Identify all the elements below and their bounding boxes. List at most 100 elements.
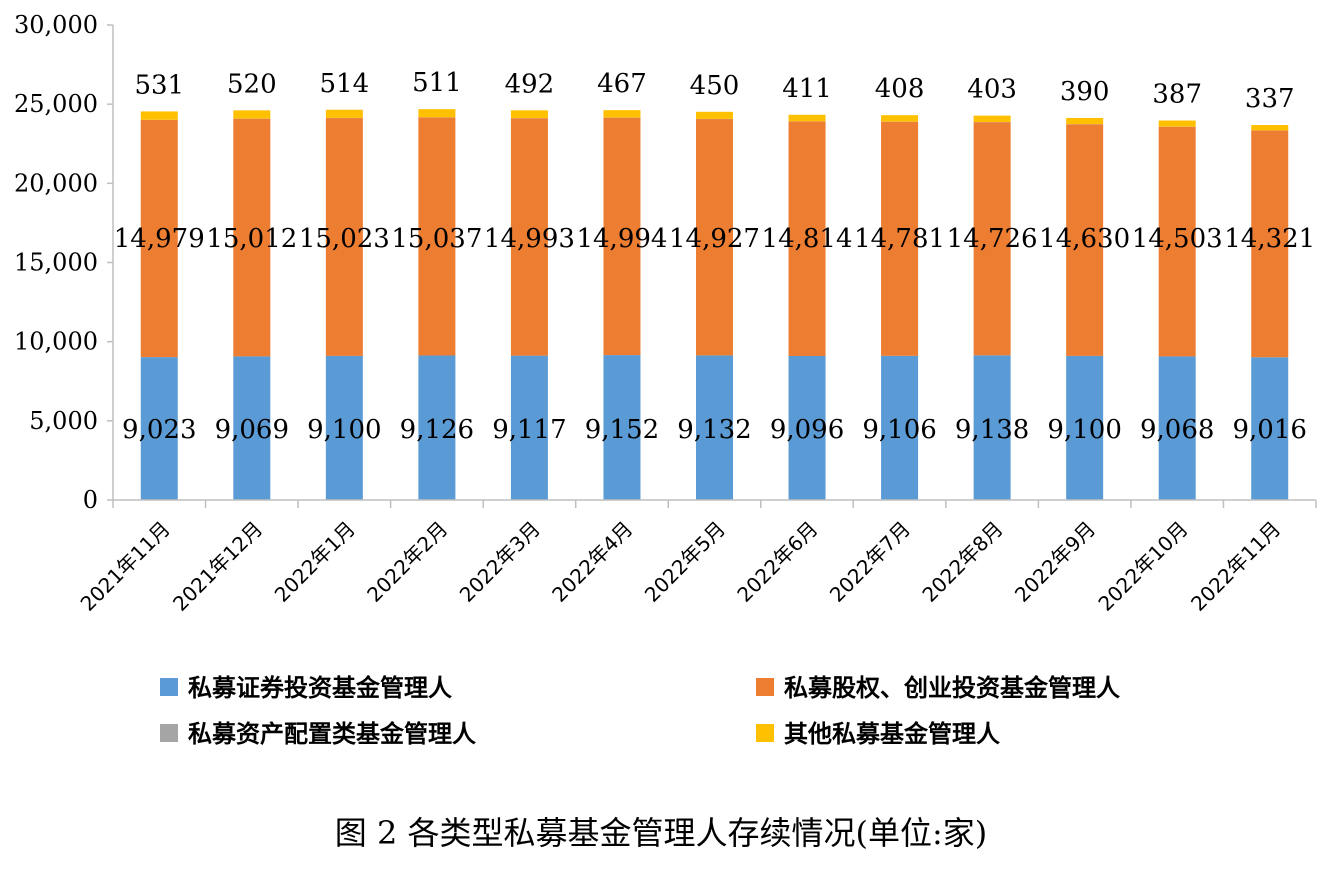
x-tick-label: 2022年11月 <box>1186 517 1285 616</box>
data-label-series-4: 531 <box>134 70 184 100</box>
data-label-series-2: 14,927 <box>669 224 760 254</box>
data-label-series-1: 9,069 <box>215 415 289 445</box>
bar-segment-4 <box>1066 117 1104 125</box>
bar-segment-2 <box>788 121 826 356</box>
bar-segment-2 <box>510 118 548 356</box>
bar-segment-2 <box>140 119 178 358</box>
bar-segment-4 <box>1251 125 1289 131</box>
data-label-series-4: 511 <box>412 68 462 98</box>
legend-label-1: 私募证券投资基金管理人 <box>188 674 452 702</box>
data-label-series-2: 14,979 <box>114 224 205 254</box>
data-label-series-1: 9,138 <box>955 415 1029 445</box>
y-tick-label: 20,000 <box>14 169 98 197</box>
bar-segment-1 <box>325 355 363 500</box>
data-label-series-2: 14,781 <box>854 224 945 254</box>
data-label-series-4: 492 <box>505 69 555 99</box>
data-label-series-1: 9,152 <box>585 415 659 445</box>
bar-segment-2 <box>1251 130 1289 358</box>
y-axis: 0 5,000 10,000 15,000 20,000 25,000 30,000 <box>14 11 114 514</box>
x-tick-label: 2022年6月 <box>732 517 822 607</box>
data-label-series-1: 9,100 <box>1047 415 1121 445</box>
bar-segment-4 <box>788 114 826 122</box>
bar-segment-1 <box>233 356 271 500</box>
x-tick-label: 2021年12月 <box>168 517 267 616</box>
data-label-series-4: 467 <box>597 69 647 99</box>
data-label-series-1: 9,096 <box>770 415 844 445</box>
y-tick-label: 5,000 <box>29 407 98 435</box>
y-tick-label: 10,000 <box>14 328 98 356</box>
data-label-series-4: 337 <box>1245 84 1295 114</box>
legend-swatch-2 <box>756 678 774 696</box>
data-label-series-2: 14,814 <box>762 224 853 254</box>
y-tick-label: 0 <box>83 486 98 514</box>
data-label-series-2: 15,037 <box>391 224 482 254</box>
x-tick-label: 2021年11月 <box>76 517 175 616</box>
bar-segment-1 <box>1251 357 1289 500</box>
bar-segment-4 <box>418 109 456 118</box>
bar-segment-4 <box>973 115 1011 123</box>
data-label-series-1: 9,132 <box>677 415 751 445</box>
data-label-series-2: 14,726 <box>947 224 1038 254</box>
figure-caption: 图 2 各类型私募基金管理人存续情况(单位:家) <box>335 814 987 852</box>
bar-segment-4 <box>233 110 271 119</box>
data-label-series-1: 9,106 <box>862 415 936 445</box>
bar-segment-2 <box>1066 124 1104 356</box>
data-label-series-4: 411 <box>782 74 832 104</box>
bar-segment-4 <box>881 115 919 122</box>
data-label-series-2: 14,994 <box>576 224 667 254</box>
bar-segment-1 <box>418 355 456 500</box>
bar-segment-1 <box>510 355 548 500</box>
legend-label-4: 其他私募基金管理人 <box>784 720 1000 748</box>
bar-segment-4 <box>325 109 363 118</box>
legend-swatch-1 <box>160 678 178 696</box>
data-label-series-2: 15,023 <box>299 224 390 254</box>
bar-segment-4 <box>696 111 733 119</box>
x-tick-label: 2022年2月 <box>362 517 452 607</box>
data-label-series-4: 450 <box>690 71 740 101</box>
bar-segment-2 <box>418 117 456 356</box>
bar-segment-1 <box>603 355 641 500</box>
data-label-series-1: 9,016 <box>1233 415 1307 445</box>
bar-segment-2 <box>603 117 641 356</box>
data-label-series-2: 15,012 <box>206 224 297 254</box>
plot-area: 9,023 14,979 531 9,069 15,012 520 9,100 15,023 5… <box>114 68 1315 500</box>
x-tick-label: 2022年1月 <box>270 517 360 607</box>
data-label-series-4: 520 <box>227 69 277 99</box>
data-label-series-4: 514 <box>320 69 370 99</box>
legend-swatch-4 <box>756 724 774 742</box>
x-tick-label: 2022年3月 <box>455 517 545 607</box>
data-label-series-2: 14,321 <box>1224 224 1315 254</box>
bar-segment-1 <box>140 357 178 500</box>
bar-segment-1 <box>696 355 733 500</box>
data-label-series-2: 14,993 <box>484 224 575 254</box>
y-tick-label: 30,000 <box>14 11 98 39</box>
bar-segment-1 <box>1066 355 1104 500</box>
legend-label-3: 私募资产配置类基金管理人 <box>188 720 476 748</box>
data-label-series-2: 14,503 <box>1132 224 1223 254</box>
x-tick-label: 2022年5月 <box>640 517 730 607</box>
bar-segment-4 <box>1158 120 1196 127</box>
data-label-series-1: 9,023 <box>122 415 196 445</box>
data-label-series-4: 390 <box>1060 77 1110 107</box>
x-tick-label: 2022年4月 <box>547 517 637 607</box>
bar-segment-1 <box>973 355 1011 500</box>
bar-segment-4 <box>140 111 178 120</box>
bar-segment-2 <box>233 118 271 357</box>
bar-segment-2 <box>325 118 363 356</box>
data-label-series-4: 408 <box>875 74 925 104</box>
x-tick-label: 2022年10月 <box>1093 517 1192 616</box>
x-tick-label: 2022年9月 <box>1010 517 1100 607</box>
data-label-series-2: 14,630 <box>1039 224 1130 254</box>
y-tick-label: 25,000 <box>14 90 98 118</box>
bar-segment-2 <box>1158 126 1196 357</box>
bar-segment-2 <box>973 122 1011 356</box>
data-label-series-1: 9,126 <box>400 415 474 445</box>
bar-segment-4 <box>603 110 641 118</box>
bar-segment-1 <box>881 355 919 500</box>
legend-swatch-3 <box>160 724 178 742</box>
y-tick-label: 15,000 <box>14 249 98 277</box>
legend-label-2: 私募股权、创业投资基金管理人 <box>784 674 1120 702</box>
data-label-series-1: 9,068 <box>1140 415 1214 445</box>
